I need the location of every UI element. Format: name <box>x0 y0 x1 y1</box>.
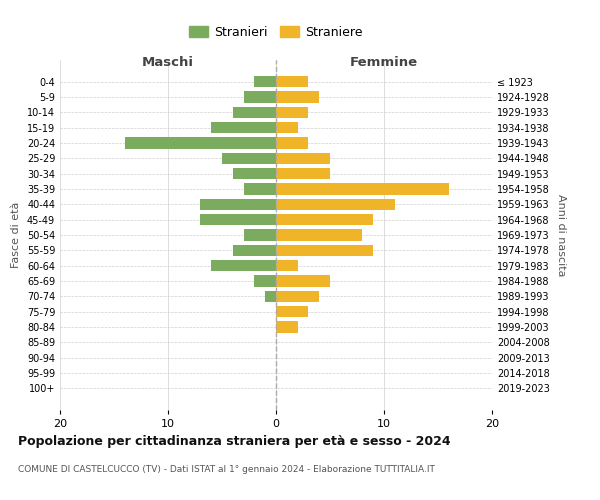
Text: Maschi: Maschi <box>142 56 194 70</box>
Y-axis label: Anni di nascita: Anni di nascita <box>556 194 566 276</box>
Bar <box>276 152 330 164</box>
Bar <box>244 91 276 102</box>
Bar <box>276 76 308 88</box>
Legend: Stranieri, Straniere: Stranieri, Straniere <box>184 21 368 44</box>
Bar <box>254 276 276 287</box>
Bar <box>244 183 276 194</box>
Bar <box>276 168 330 179</box>
Bar <box>276 260 298 272</box>
Bar <box>265 290 276 302</box>
Bar <box>276 122 298 134</box>
Bar <box>200 214 276 226</box>
Bar <box>222 152 276 164</box>
Bar <box>254 76 276 88</box>
Bar <box>276 290 319 302</box>
Bar <box>211 122 276 134</box>
Bar <box>125 137 276 148</box>
Bar <box>200 198 276 210</box>
Bar <box>276 106 308 118</box>
Bar <box>276 137 308 148</box>
Text: COMUNE DI CASTELCUCCO (TV) - Dati ISTAT al 1° gennaio 2024 - Elaborazione TUTTIT: COMUNE DI CASTELCUCCO (TV) - Dati ISTAT … <box>18 465 435 474</box>
Bar <box>276 276 330 287</box>
Bar <box>276 91 319 102</box>
Bar <box>276 322 298 333</box>
Bar <box>276 306 308 318</box>
Bar <box>276 244 373 256</box>
Bar <box>276 198 395 210</box>
Bar <box>233 244 276 256</box>
Bar <box>276 229 362 241</box>
Y-axis label: Fasce di età: Fasce di età <box>11 202 21 268</box>
Bar <box>276 214 373 226</box>
Text: Popolazione per cittadinanza straniera per età e sesso - 2024: Popolazione per cittadinanza straniera p… <box>18 435 451 448</box>
Text: Femmine: Femmine <box>350 56 418 70</box>
Bar <box>233 106 276 118</box>
Bar <box>233 168 276 179</box>
Bar <box>276 183 449 194</box>
Bar <box>244 229 276 241</box>
Bar <box>211 260 276 272</box>
